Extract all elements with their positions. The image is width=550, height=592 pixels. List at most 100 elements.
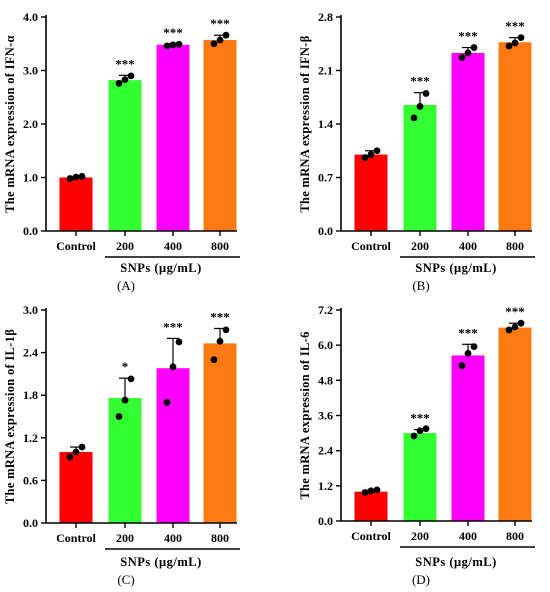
data-point	[175, 40, 183, 48]
x-category-label: 200	[411, 239, 429, 253]
data-point	[470, 343, 478, 351]
panel-label: (C)	[117, 572, 134, 587]
data-point	[361, 154, 369, 162]
data-point	[66, 175, 74, 182]
x-category-label: 400	[164, 531, 182, 545]
bar-200	[108, 398, 142, 523]
bar-200	[403, 104, 437, 231]
y-tick-label: 1.2	[23, 431, 38, 445]
significance-mark: ***	[210, 309, 230, 324]
panel-label: (B)	[412, 278, 429, 293]
x-category-label: 400	[164, 239, 182, 253]
x-category-label: 800	[211, 239, 229, 253]
data-point	[66, 453, 74, 461]
data-point	[458, 54, 466, 61]
significance-mark: ***	[163, 319, 183, 334]
y-tick-label: 6.0	[318, 338, 333, 352]
y-tick-label: 0.0	[318, 514, 333, 528]
significance-mark: ***	[115, 56, 135, 71]
y-axis-title: The mRNA expression of IFN-α	[3, 35, 17, 213]
data-point	[367, 151, 375, 158]
y-axis-title: The mRNA expression of IFN-β	[298, 35, 312, 212]
bar-800	[203, 40, 237, 231]
data-point	[511, 39, 519, 47]
x-category-label: 200	[411, 529, 429, 543]
data-point	[216, 36, 224, 44]
data-point	[169, 41, 177, 49]
bar-control	[354, 154, 388, 231]
significance-mark: ***	[505, 19, 525, 34]
data-point	[72, 448, 80, 456]
data-point	[163, 398, 171, 406]
y-axis-title: The mRNA expression of IL-1β	[3, 329, 17, 504]
bar-control	[59, 177, 93, 231]
panel-label: (A)	[117, 278, 135, 293]
data-point	[511, 323, 519, 331]
data-point	[210, 40, 218, 48]
x-category-label: 400	[459, 529, 477, 543]
bar-control	[354, 491, 388, 521]
data-point	[72, 173, 80, 181]
y-tick-label: 7.2	[318, 303, 333, 317]
significance-mark: ***	[458, 29, 478, 44]
data-point	[127, 375, 135, 383]
data-point	[373, 147, 381, 155]
y-tick-label: 4.0	[23, 10, 38, 24]
significance-mark: ***	[410, 74, 430, 89]
data-point	[373, 486, 381, 494]
y-tick-label: 1.0	[23, 171, 38, 185]
data-point	[121, 396, 129, 404]
data-point	[115, 79, 123, 87]
data-point	[458, 362, 466, 370]
panel-d: *** *** *** 0.0 1.2 2.4 3.6 4.8 6.0 7.2 Control 200…	[298, 303, 535, 587]
data-point	[163, 42, 171, 50]
data-point	[410, 114, 418, 122]
data-point	[505, 42, 513, 50]
data-point	[470, 44, 478, 51]
data-point	[464, 349, 472, 357]
y-tick-label: 4.8	[318, 373, 333, 387]
y-tick-label: 0.0	[23, 516, 38, 530]
data-point	[410, 432, 418, 440]
bar-800	[203, 343, 237, 523]
bar-200	[403, 433, 437, 521]
y-tick-label: 1.8	[23, 388, 38, 402]
y-tick-label: 0.6	[23, 473, 38, 487]
bar-800	[498, 42, 532, 231]
data-point	[422, 90, 430, 97]
x-category-label: Control	[351, 239, 391, 253]
data-point	[416, 103, 424, 110]
x-category-label: 200	[116, 531, 134, 545]
significance-mark: ***	[505, 304, 525, 319]
data-point	[121, 76, 129, 83]
y-axis-title: The mRNA expression of IL-6	[298, 331, 312, 499]
x-axis-title: SNPs (μg/mL)	[415, 555, 497, 569]
data-point	[127, 72, 135, 80]
bar-200	[108, 80, 142, 231]
panel-a: *** *** *** 0.0 1.0 2.0 3.0 4.0 Control 200 400 800…	[3, 10, 240, 293]
data-point	[222, 326, 230, 334]
x-category-label: 800	[506, 239, 524, 253]
bar-400	[156, 44, 190, 231]
panel-label: (D)	[412, 572, 430, 587]
y-tick-label: 2.4	[318, 444, 333, 458]
x-category-label: Control	[351, 529, 391, 543]
x-axis-title: SNPs (μg/mL)	[415, 261, 497, 275]
data-point	[175, 338, 183, 346]
x-category-label: 400	[459, 239, 477, 253]
y-tick-label: 0.0	[318, 224, 333, 238]
significance-mark: *	[122, 359, 129, 374]
x-category-label: Control	[56, 239, 96, 253]
significance-mark: ***	[458, 325, 478, 340]
y-tick-label: 1.4	[318, 117, 333, 131]
bar-400	[451, 355, 485, 521]
data-point	[115, 413, 123, 420]
x-axis-title: SNPs (μg/mL)	[120, 555, 202, 569]
data-point	[422, 425, 430, 433]
data-point	[464, 49, 472, 57]
x-category-label: 200	[116, 239, 134, 253]
y-tick-label: 3.0	[23, 64, 38, 78]
significance-mark: ***	[163, 25, 183, 40]
